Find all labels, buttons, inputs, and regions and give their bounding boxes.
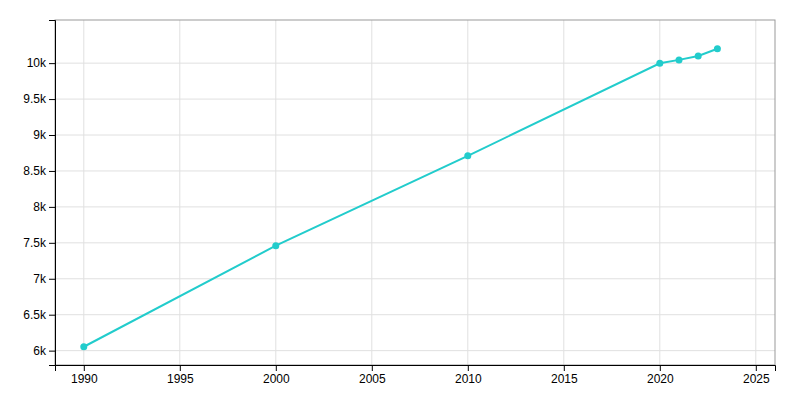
tick-mark (49, 99, 55, 100)
grid-line (55, 206, 775, 207)
tick-mark (372, 365, 373, 371)
grid-line (275, 20, 276, 365)
grid-line (55, 170, 775, 171)
grid-line (563, 20, 564, 365)
tick-label: 2020 (647, 372, 674, 386)
grid-line (55, 242, 775, 243)
tick-mark (49, 351, 55, 352)
tick-label: 7.5k (23, 236, 47, 250)
plot-frame (55, 20, 775, 365)
tick-label: 9k (33, 128, 47, 142)
grid-line (55, 135, 775, 136)
tick-mark (49, 315, 55, 316)
line (84, 49, 718, 347)
tick: 6.5k (23, 308, 55, 322)
axis-line (49, 21, 56, 366)
tick-mark (49, 171, 55, 172)
chart: 1990 1995 2000 2005 2010 2015 2020 2025 6k 6.5k 7k… (0, 0, 800, 400)
grid-line (467, 20, 468, 365)
tick-label: 2025 (743, 372, 770, 386)
tick-label: 10k (27, 56, 47, 70)
tick-label: 8.5k (23, 164, 47, 178)
grid-line (659, 20, 660, 365)
tick-mark (180, 365, 181, 371)
tick: 2025 (743, 365, 770, 386)
tick-mark (276, 365, 277, 371)
tick-label: 6.5k (23, 308, 47, 322)
tick-label: 1995 (167, 372, 194, 386)
tick: 9k (33, 128, 55, 142)
grid-line (55, 350, 775, 351)
tick-label: 2000 (263, 372, 290, 386)
tick: 7k (33, 272, 55, 286)
point (714, 45, 721, 52)
tick-mark (756, 365, 757, 371)
tick: 1995 (167, 365, 194, 386)
tick-label: 8k (33, 200, 47, 214)
tick: 2020 (647, 365, 674, 386)
point (464, 152, 471, 159)
point (676, 56, 683, 63)
point (80, 343, 87, 350)
tick-label: 2010 (455, 372, 482, 386)
tick: 7.5k (23, 236, 55, 250)
plot-area (80, 45, 721, 350)
tick-mark (49, 63, 55, 64)
tick: 1990 (71, 365, 98, 386)
grid-line (55, 278, 775, 279)
tick-label: 1990 (71, 372, 98, 386)
tick: 8k (33, 200, 55, 214)
tick-mark (564, 365, 565, 371)
axis-line (56, 366, 776, 372)
tick-mark (49, 207, 55, 208)
grid-line (371, 20, 372, 365)
point (656, 60, 663, 67)
tick-mark (49, 279, 55, 280)
grid-line (83, 20, 84, 365)
x-axis: 1990 1995 2000 2005 2010 2015 2020 2025 (56, 365, 776, 386)
tick-mark (49, 135, 55, 136)
tick: 2005 (359, 365, 386, 386)
point (272, 242, 279, 249)
tick: 10k (27, 56, 55, 70)
tick: 9.5k (23, 92, 55, 106)
grid-line (755, 20, 756, 365)
tick: 6k (33, 344, 55, 358)
tick-label: 9.5k (23, 92, 47, 106)
tick-label: 2015 (551, 372, 578, 386)
grid-line (179, 20, 180, 365)
tick-label: 2005 (359, 372, 386, 386)
grid-line (55, 314, 775, 315)
point (695, 52, 702, 59)
tick-label: 7k (33, 272, 47, 286)
tick: 2010 (455, 365, 482, 386)
tick-mark (468, 365, 469, 371)
grid (55, 20, 775, 365)
tick-mark (49, 243, 55, 244)
tick: 2015 (551, 365, 578, 386)
y-axis: 6k 6.5k 7k 7.5k 8k 8.5k 9k 9.5k 10k (23, 21, 55, 366)
tick: 2000 (263, 365, 290, 386)
tick: 8.5k (23, 164, 55, 178)
tick-mark (84, 365, 85, 371)
tick-mark (660, 365, 661, 371)
tick-label: 6k (33, 344, 47, 358)
grid-line (55, 99, 775, 100)
